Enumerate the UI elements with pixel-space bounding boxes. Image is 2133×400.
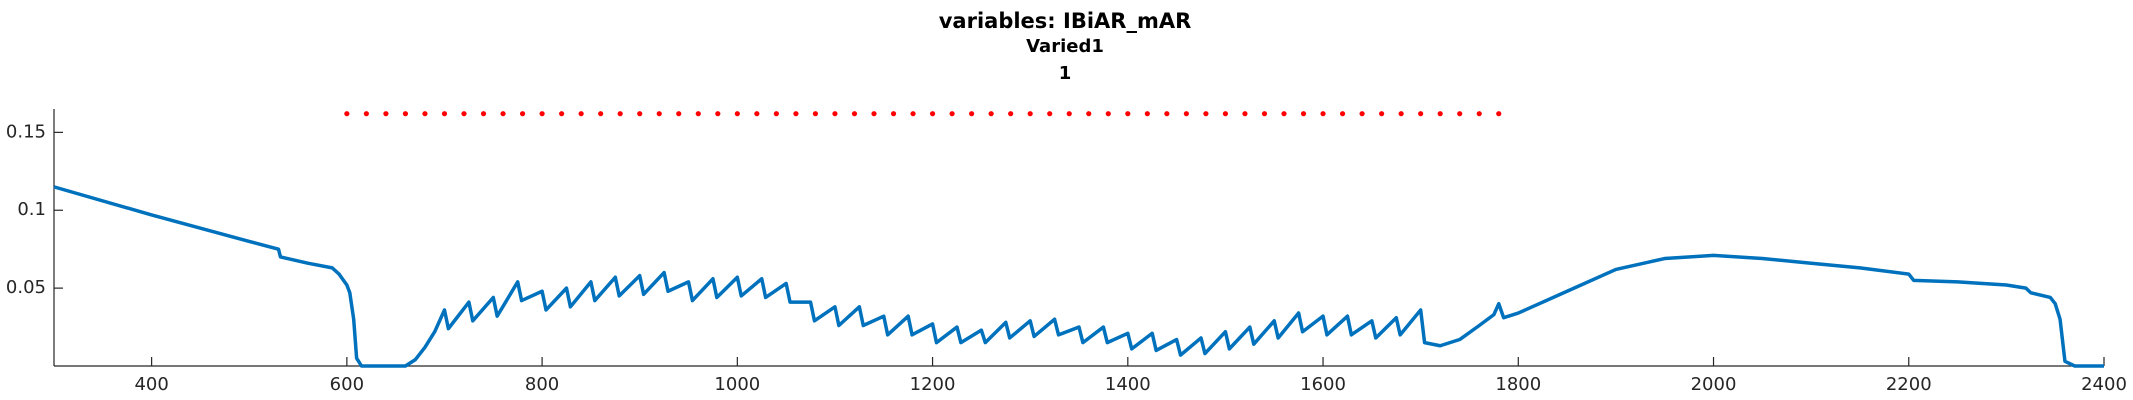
data-line: [53, 185, 2104, 368]
dot-marker: [1320, 111, 1326, 117]
dot-marker: [1261, 111, 1268, 117]
dot-marker: [1183, 111, 1189, 117]
dot-marker: [1027, 111, 1033, 117]
x-tick-label: 1200: [910, 374, 956, 395]
dot-marker: [929, 111, 936, 117]
dot-marker: [832, 111, 838, 117]
dot-marker: [441, 111, 448, 117]
dot-marker: [910, 111, 916, 117]
dot-marker: [1242, 111, 1248, 117]
dot-marker: [1457, 111, 1463, 117]
dot-marker: [1105, 111, 1111, 117]
dot-marker: [1437, 111, 1443, 117]
dot-marker: [422, 111, 428, 117]
dot-marker: [363, 111, 369, 117]
x-tick-label: 2000: [1691, 374, 1737, 395]
y-tick-label: 0.1: [17, 199, 46, 220]
dot-marker: [480, 111, 487, 117]
dot-marker: [1496, 111, 1502, 117]
x-tick-label: 1400: [1105, 374, 1151, 395]
dot-marker: [559, 111, 565, 117]
dot-marker: [1281, 111, 1287, 117]
x-tick-label: 1800: [1495, 374, 1541, 395]
x-tick-label: 1000: [714, 374, 760, 395]
dot-marker: [1379, 111, 1385, 117]
dot-marker: [539, 111, 545, 117]
x-tick-label: 800: [525, 374, 559, 395]
dot-marker: [383, 111, 389, 117]
dot-marker: [500, 111, 506, 117]
chart-subtitle: 1: [1059, 63, 1072, 84]
dot-marker: [851, 111, 858, 117]
dot-marker: [676, 111, 682, 117]
y-tick-label: 0.05: [6, 277, 46, 298]
dot-marker: [1047, 111, 1053, 117]
dot-marker: [949, 111, 955, 117]
dot-marker: [1086, 111, 1092, 117]
dot-marker: [734, 111, 740, 117]
chart-subtitle: Varied1: [1026, 36, 1104, 57]
dot-marker: [1222, 111, 1229, 117]
dot-marker: [1164, 111, 1170, 117]
dot-marker: [1066, 111, 1072, 117]
dot-marker: [969, 111, 975, 117]
dot-marker: [402, 111, 409, 117]
dot-marker: [1144, 111, 1150, 117]
dot-marker: [1300, 111, 1307, 117]
dot-marker: [1008, 111, 1014, 117]
dot-marker: [344, 111, 350, 117]
dot-marker: [617, 111, 623, 117]
dot-marker: [1359, 111, 1365, 117]
dot-marker: [519, 111, 526, 117]
dot-marker: [1203, 111, 1209, 117]
dot-marker: [988, 111, 994, 117]
x-tick-label: 600: [330, 374, 364, 395]
x-tick-label: 400: [134, 374, 168, 395]
dot-marker: [793, 111, 799, 117]
dot-marker: [598, 111, 604, 117]
dot-marker: [461, 111, 467, 117]
dot-marker: [637, 111, 643, 117]
dot-marker: [1476, 111, 1482, 117]
dot-marker: [1398, 111, 1404, 117]
dot-marker: [890, 111, 897, 117]
dot-marker: [773, 111, 779, 117]
chart-title: variables: IBiAR_mAR: [939, 9, 1192, 33]
dot-marker: [871, 111, 877, 117]
dot-marker: [812, 111, 819, 117]
x-tick-label: 2400: [2081, 374, 2127, 395]
dot-marker: [715, 111, 721, 117]
y-tick-label: 0.15: [6, 121, 46, 142]
x-tick-label: 2200: [1886, 374, 1932, 395]
dot-marker: [695, 111, 701, 117]
dot-marker: [1418, 111, 1424, 117]
dot-marker: [754, 111, 760, 117]
x-tick-label: 1600: [1300, 374, 1346, 395]
dot-marker: [1125, 111, 1131, 117]
dot-marker: [656, 111, 662, 117]
dot-marker: [578, 111, 584, 117]
dot-marker: [1339, 111, 1346, 117]
